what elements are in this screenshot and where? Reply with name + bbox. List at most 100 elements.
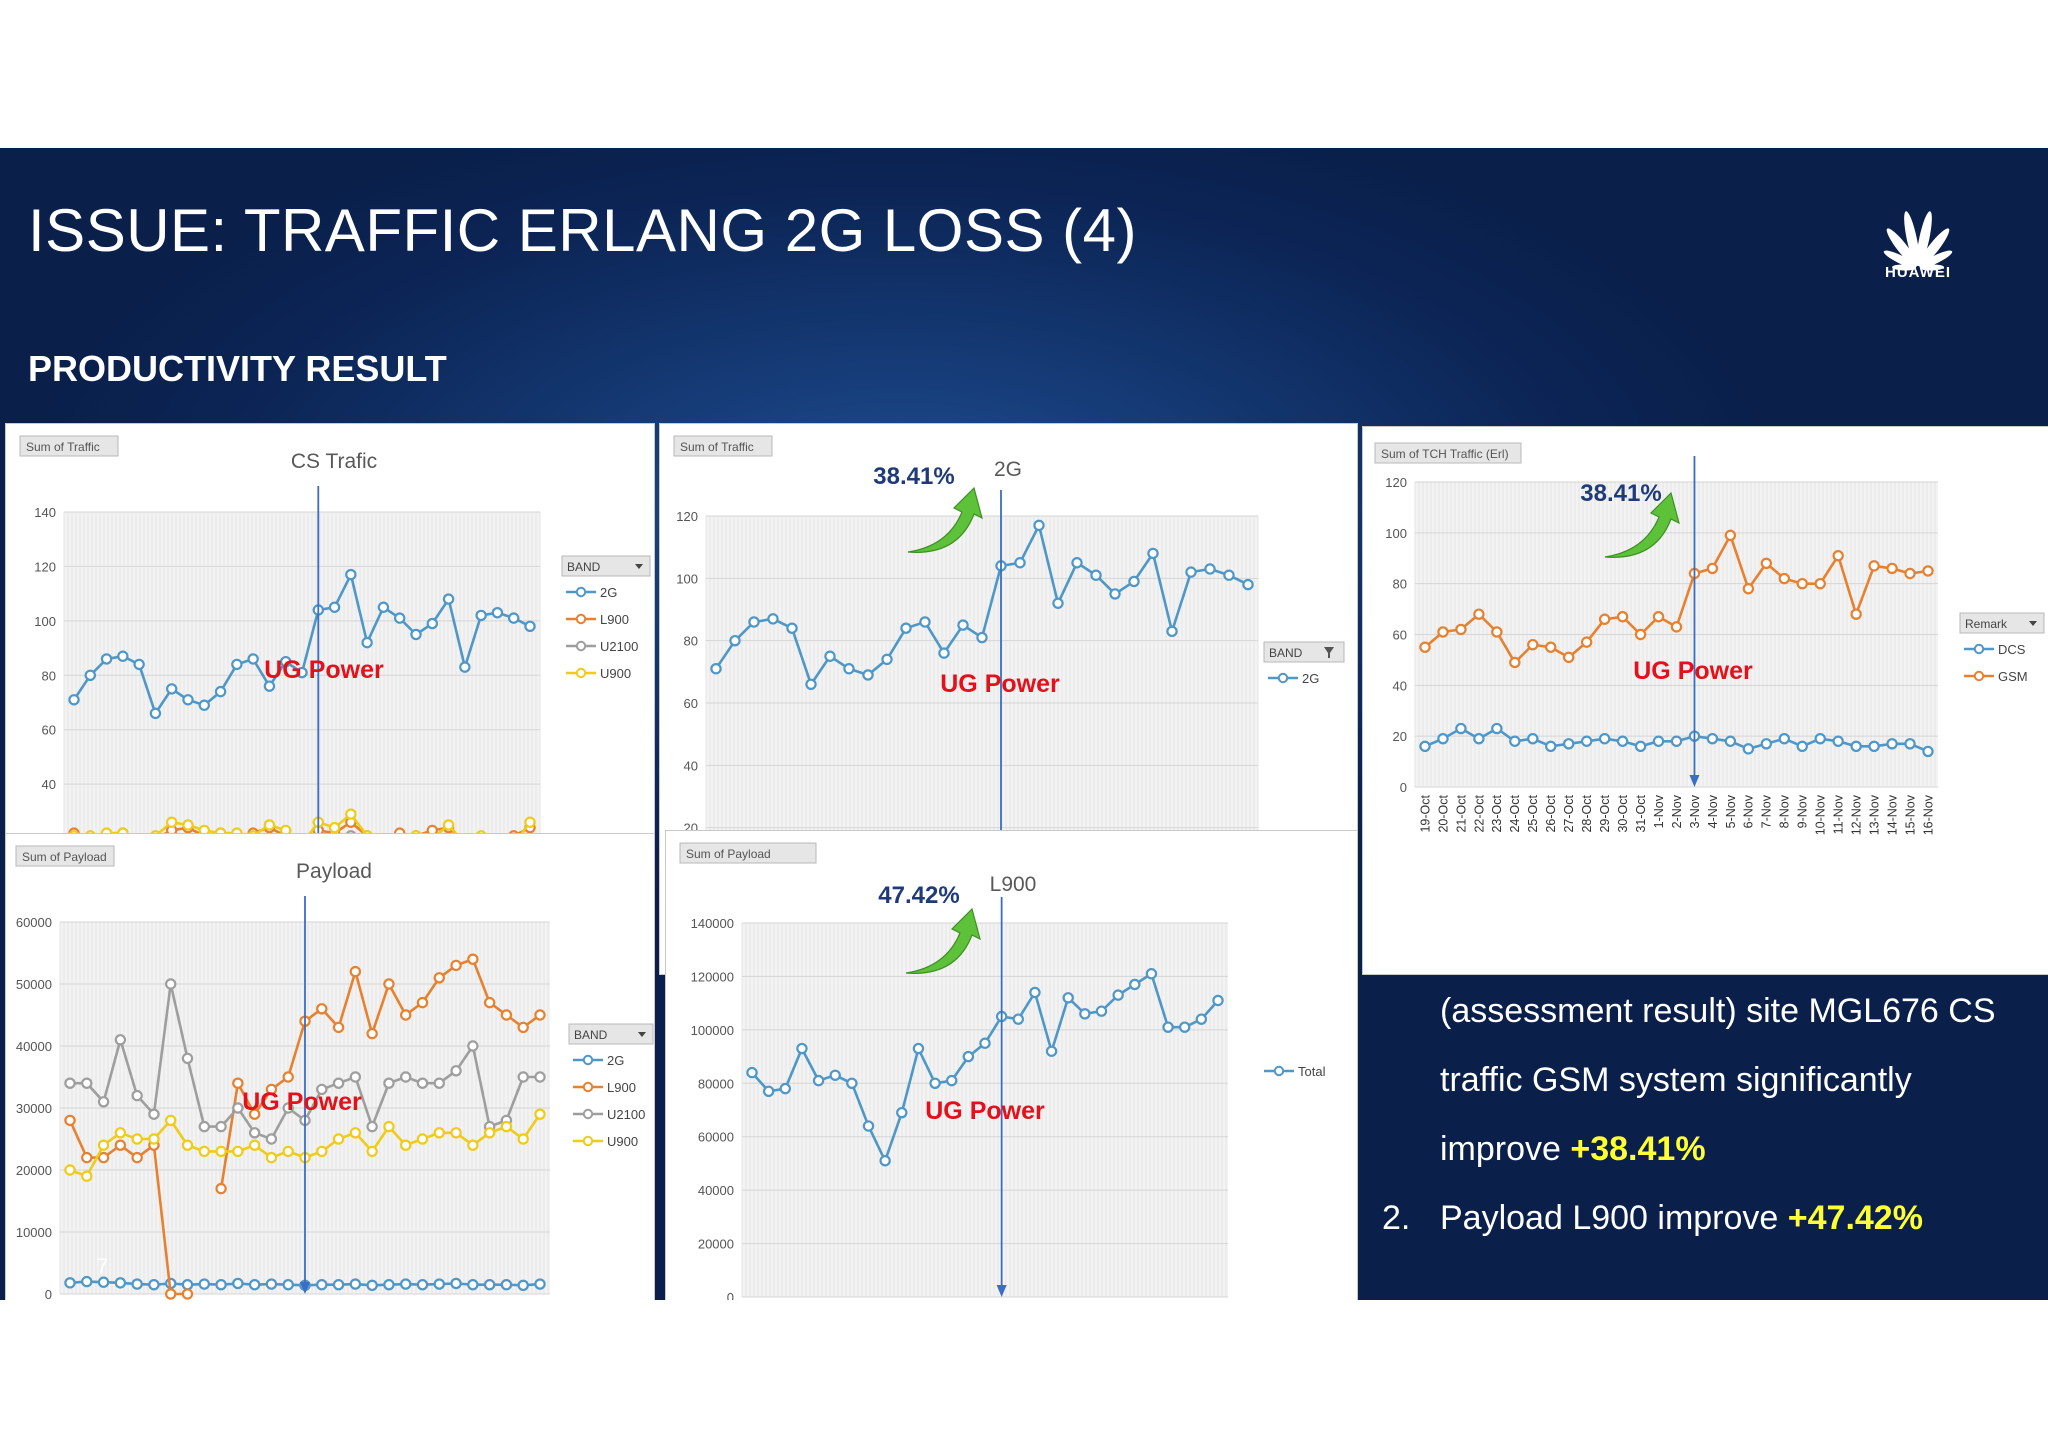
data-point-2g [508, 612, 520, 624]
data-point-2g [68, 694, 80, 706]
data-point-gsm [1832, 550, 1844, 562]
ug-power-annotation: UG Power [925, 1097, 1045, 1125]
data-point-dcs [1634, 740, 1647, 753]
data-point-u900 [232, 1145, 244, 1158]
data-point-dcs [1796, 740, 1808, 753]
data-point-2g [377, 601, 390, 613]
data-point-2g [450, 1277, 462, 1290]
legend-entry-label: L900 [600, 612, 629, 627]
ug-power-annotation: UG Power [264, 656, 384, 684]
data-point-gsm [1491, 626, 1503, 638]
data-point-2g [881, 653, 893, 666]
logo-text: HUAWEI [1885, 264, 1951, 281]
summary-item-1-line-3: traffic GSM system significantly [1382, 1046, 2022, 1115]
data-point-l900 [332, 1021, 345, 1034]
data-point-2g [400, 1278, 412, 1290]
data-point-u900 [114, 1127, 127, 1139]
data-point-l900 [165, 1288, 177, 1300]
data-point-dcs [1850, 740, 1862, 753]
y-tick-label: 0 [45, 1287, 52, 1300]
data-point-u900 [182, 819, 194, 831]
data-point-total [1145, 968, 1158, 980]
data-point-2g [263, 680, 276, 692]
legend-swatch-marker [575, 667, 587, 679]
summary-item-text: After GUL power upgrade [1440, 923, 1827, 961]
data-point-2g [114, 1277, 127, 1289]
x-tick-label: 15-Nov [1903, 794, 1917, 835]
payload-chart: Sum of Payload 0 10000 20000 30000 40000 50000… [15, 845, 654, 1300]
data-point-gsm [1473, 608, 1485, 620]
legend-swatch-marker [582, 1081, 594, 1093]
data-point-u900 [483, 1127, 496, 1139]
legend-entry-label: 2G [1302, 671, 1319, 686]
x-tick-label: 1-Nov [1652, 794, 1666, 828]
data-point-2g [181, 1279, 194, 1291]
data-point-u900 [383, 1120, 395, 1133]
legend-title: BAND [567, 560, 601, 574]
data-point-total [846, 1077, 858, 1089]
data-point-l900 [416, 996, 429, 1009]
data-point-total [1062, 992, 1074, 1004]
data-point-dcs [1455, 722, 1467, 735]
legend-swatch-marker [575, 586, 587, 598]
data-point-2g [231, 658, 243, 671]
data-point-u900 [349, 1127, 362, 1139]
data-point-2g [1090, 569, 1102, 581]
data-point-2g [843, 663, 855, 675]
data-point-2g [361, 636, 373, 649]
data-point-2g [710, 663, 722, 675]
data-point-2g [475, 609, 487, 622]
tch-traffic-chart: Sum of TCH Traffic (Erl) 0 20 40 60 80 100 120 1… [1374, 442, 2045, 835]
data-point-total [1079, 1008, 1091, 1020]
data-point-gsm [1760, 557, 1773, 570]
x-tick-label: 9-Nov [1796, 794, 1810, 828]
chart-panel-tch-traffic: Sum of TCH Traffic (Erl) 0 20 40 60 80 100 120 1… [1362, 426, 2048, 975]
data-point-2g [824, 650, 836, 662]
data-point-gsm [1509, 656, 1521, 669]
filter-icon [1324, 647, 1334, 658]
chart-title: L900 [990, 873, 1037, 896]
data-point-dcs [1437, 733, 1449, 745]
l900-payload-chart: Sum of Payload 0 20000 40000 60000 80000 10000… [679, 842, 1326, 1300]
data-point-2g [767, 613, 779, 625]
data-point-2g [416, 1279, 429, 1291]
chart-panel-payload: Sum of Payload 0 10000 20000 30000 40000 50000… [5, 833, 655, 1300]
data-point-u900 [433, 1127, 445, 1139]
data-point-2g [957, 619, 969, 631]
y-tick-label: 140000 [691, 916, 734, 931]
data-point-2g [349, 1278, 362, 1290]
data-point-gsm [1850, 608, 1862, 620]
data-point-l900 [64, 1114, 76, 1127]
y-tick-label: 60 [42, 723, 56, 738]
data-point-2g [1052, 597, 1064, 609]
summary-item-number: 1. [1382, 923, 1411, 961]
data-point-u2100 [97, 1096, 110, 1108]
data-point-dcs [1580, 735, 1593, 747]
data-point-gsm [1868, 560, 1880, 572]
x-tick-label: 8-Nov [1778, 794, 1792, 828]
data-point-2g [64, 1277, 76, 1289]
data-point-2g [938, 647, 950, 659]
x-tick-label: 2-Nov [1670, 794, 1684, 828]
data-point-u2100 [165, 978, 177, 990]
data-point-l900 [81, 1151, 93, 1164]
data-point-u2100 [198, 1120, 210, 1133]
data-point-l900 [215, 1182, 227, 1195]
summary-heading: Summary: [1382, 848, 1559, 889]
summary-item-text: traffic GSM system significantly [1440, 1061, 1912, 1099]
y-tick-label: 50000 [16, 977, 52, 992]
data-point-2g [500, 1279, 513, 1291]
data-point-dcs [1652, 735, 1665, 747]
legend-entry-label: GSM [1998, 669, 2028, 684]
field-button-label: Sum of Traffic [26, 440, 100, 454]
data-point-2g [517, 1279, 529, 1292]
data-point-2g [166, 683, 178, 695]
data-point-total [929, 1077, 941, 1089]
y-tick-label: 20000 [698, 1237, 734, 1252]
data-point-2g [786, 622, 798, 634]
y-tick-label: 0 [727, 1290, 734, 1300]
data-point-dcs [1706, 733, 1719, 745]
data-point-2g [100, 653, 113, 665]
y-tick-label: 40 [1393, 678, 1407, 693]
data-point-total [796, 1042, 808, 1055]
